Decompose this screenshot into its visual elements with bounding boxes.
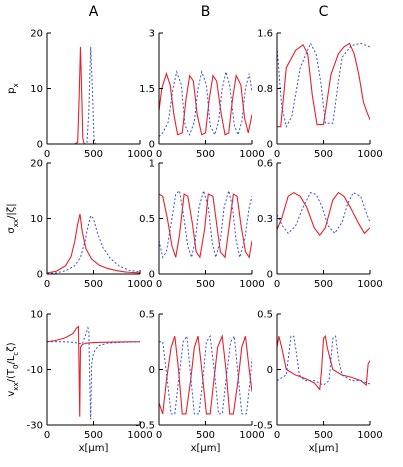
x-tick-label: 1000 [357,149,382,160]
x-tick-label: 1000 [127,430,152,441]
y-tick-label: 10 [30,310,43,321]
x-tick-label: 0 [274,279,280,290]
panel-r1-c2-series-1 [277,191,370,235]
x-tick-label: 1000 [127,149,152,160]
y-tick-label: 20 [30,29,43,40]
panel-r2-c0-series-0 [47,325,140,417]
panel-r0-c0: 0 10 20 0 500 1000 [30,29,152,161]
y-tick-label: 0 [149,365,155,376]
x-tick-label: 0 [156,430,162,441]
x-tick-label: 0 [274,149,280,160]
y-tick-label: 20 [30,159,43,170]
x-tick-label: 500 [196,430,215,441]
panel-r2-c0: -30 -10 10 0 500 1000 x[μm] [27,310,153,455]
x-tick-label: 0 [156,149,162,160]
panel-r0-c2-series-1 [277,42,370,129]
panel-r1-c1-series-1 [159,188,252,260]
y-tick-label: 0.6 [257,159,273,170]
panel-r1-c1-series-0 [159,193,252,259]
x-tick-label: 0 [44,149,50,160]
x-tick-label: 0 [44,430,50,441]
y-tick-label: 0 [37,140,43,151]
panel-r2-c1-series-1 [159,334,252,415]
y-tick-label: 0.8 [257,84,273,95]
x-axis-label: x[μm] [79,443,109,454]
row-1-ylabel: σxx/|ζ| [6,203,20,233]
y-tick-label: -0.5 [253,421,273,432]
y-tick-label: 0 [267,365,273,376]
y-tick-label: -0.5 [135,421,155,432]
x-tick-label: 500 [314,279,333,290]
x-tick-label: 1000 [357,430,382,441]
x-tick-label: 1000 [239,279,264,290]
panel-r2-c0-series-1 [47,326,140,420]
y-tick-label: -30 [27,421,43,432]
x-tick-label: 0 [44,279,50,290]
x-tick-label: 1000 [239,430,264,441]
row-0-ylabel: px [6,83,20,94]
x-tick-label: 500 [314,149,333,160]
panel-r1-c0-series-1 [47,214,140,274]
panel-r0-c2-series-0 [277,42,370,128]
y-tick-label: -10 [27,365,43,376]
y-tick-label: 10 [30,214,43,225]
y-tick-label: 3 [149,29,155,40]
panel-r1-c2-series-0 [277,191,370,237]
x-tick-label: 500 [84,430,103,441]
y-tick-label: 0 [37,270,43,281]
panel-r1-c0-series-0 [47,213,140,274]
x-tick-label: 0 [156,279,162,290]
panel-r1-c2: 0 0.3 0.6 0 500 1000 [257,159,383,291]
x-axis-label: x[μm] [309,443,339,454]
panel-r2-c1-series-0 [159,334,252,415]
panel-r0-c1-series-0 [159,71,252,136]
y-tick-label: 10 [30,84,43,95]
row-2-ylabel: vxx/(T0/Lcζ) [6,342,20,396]
x-tick-label: 500 [196,149,215,160]
x-tick-label: 1000 [239,149,264,160]
x-tick-label: 500 [314,430,333,441]
panel-r2-c2-series-0 [277,334,370,391]
x-tick-label: 0 [274,430,280,441]
y-tick-label: 0 [267,140,273,151]
column-title-b: B [201,4,211,20]
y-tick-label: 0 [149,270,155,281]
x-tick-label: 1000 [357,279,382,290]
y-tick-label: 0.3 [257,214,273,225]
panel-r0-c2: 0 0.8 1.6 0 500 1000 [257,29,383,161]
panel-r0-c1-series-1 [159,70,252,137]
y-tick-label: 0.5 [257,310,273,321]
panel-r0-c0-series-1 [47,46,140,144]
x-tick-label: 500 [84,279,103,290]
column-title-c: C [319,4,329,20]
column-title-a: A [89,4,99,20]
y-tick-label: 1.5 [139,84,155,95]
panel-r0-c1: 0 1.5 3 0 500 1000 [139,29,265,161]
x-tick-label: 500 [196,279,215,290]
panel-r0-c0-series-0 [47,46,140,144]
x-tick-label: 500 [84,149,103,160]
x-tick-label: 1000 [127,279,152,290]
y-tick-label: 0 [149,140,155,151]
y-tick-label: 1 [149,159,155,170]
y-tick-label: 1.6 [257,29,273,40]
y-tick-label: 0 [267,270,273,281]
panel-r1-c1: 0 0.5 1 0 500 1000 [139,159,265,291]
y-tick-label: 0.5 [139,214,155,225]
x-axis-label: x[μm] [191,443,221,454]
y-tick-label: 0.5 [139,310,155,321]
